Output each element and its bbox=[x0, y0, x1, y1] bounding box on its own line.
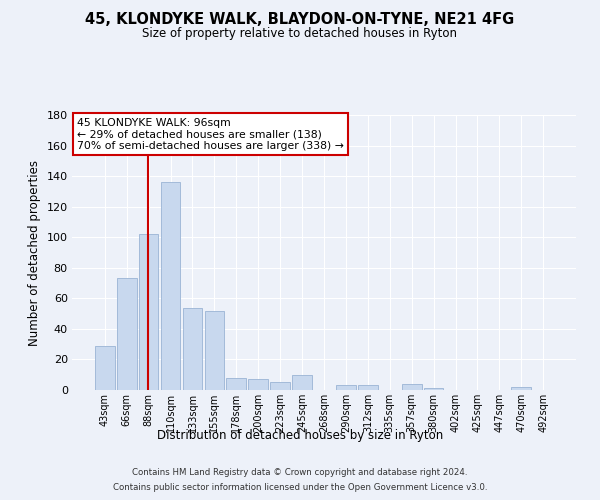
Bar bbox=[402, 384, 422, 390]
Bar bbox=[248, 380, 268, 390]
Text: 45 KLONDYKE WALK: 96sqm
← 29% of detached houses are smaller (138)
70% of semi-d: 45 KLONDYKE WALK: 96sqm ← 29% of detache… bbox=[77, 118, 344, 151]
Bar bbox=[424, 388, 443, 390]
Text: Distribution of detached houses by size in Ryton: Distribution of detached houses by size … bbox=[157, 428, 443, 442]
Bar bbox=[358, 386, 378, 390]
Bar bbox=[292, 374, 312, 390]
Bar bbox=[205, 310, 224, 390]
Bar bbox=[226, 378, 246, 390]
Bar bbox=[161, 182, 181, 390]
Text: Contains HM Land Registry data © Crown copyright and database right 2024.: Contains HM Land Registry data © Crown c… bbox=[132, 468, 468, 477]
Bar bbox=[270, 382, 290, 390]
Y-axis label: Number of detached properties: Number of detached properties bbox=[28, 160, 41, 346]
Bar bbox=[117, 278, 137, 390]
Bar bbox=[95, 346, 115, 390]
Bar bbox=[182, 308, 202, 390]
Bar bbox=[336, 386, 356, 390]
Text: Contains public sector information licensed under the Open Government Licence v3: Contains public sector information licen… bbox=[113, 483, 487, 492]
Bar bbox=[511, 387, 531, 390]
Text: Size of property relative to detached houses in Ryton: Size of property relative to detached ho… bbox=[143, 28, 458, 40]
Bar bbox=[139, 234, 158, 390]
Text: 45, KLONDYKE WALK, BLAYDON-ON-TYNE, NE21 4FG: 45, KLONDYKE WALK, BLAYDON-ON-TYNE, NE21… bbox=[85, 12, 515, 28]
